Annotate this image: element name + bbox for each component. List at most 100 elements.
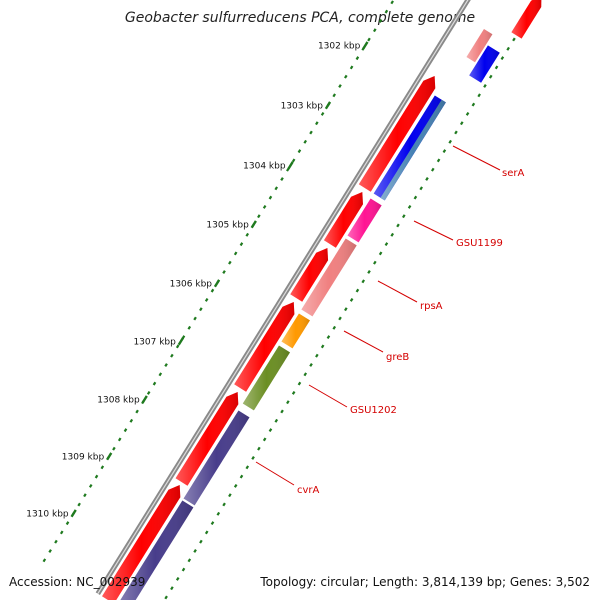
- inner-ring-dot: [228, 493, 232, 498]
- inner-ring-dot: [170, 586, 174, 591]
- greB-block-shade: [281, 313, 310, 349]
- cds-forward-3-shade: [234, 302, 295, 392]
- inner-ring-dot: [512, 37, 516, 42]
- cds-forward-6-shade: [358, 76, 436, 192]
- inner-ring-dot: [483, 84, 487, 88]
- inner-ring-dot: [355, 288, 360, 293]
- kbp-tick-mark: [287, 161, 294, 170]
- cds-forward-2-shade: [175, 392, 239, 486]
- kbp-tick-label: 1307 kbp: [133, 337, 176, 347]
- serA-block-shade: [373, 95, 446, 201]
- kbp-tick-label: 1310 kbp: [26, 509, 69, 519]
- inner-ring-dot: [349, 297, 354, 302]
- backbone-highlight: [97, 0, 469, 594]
- inner-ring-dot: [204, 530, 209, 535]
- kbp-tick-mark: [324, 101, 332, 110]
- inner-ring-dot: [309, 363, 313, 367]
- outer-ring-dot: [320, 111, 325, 116]
- inner-ring-dot: [407, 204, 412, 209]
- cvrA-block-shade: [120, 500, 194, 600]
- gene-label-rpsA: rpsA: [420, 301, 443, 312]
- outer-ring-dot: [175, 344, 180, 349]
- inner-ring-dot: [471, 102, 476, 107]
- cds-forward-top-shade: [511, 0, 542, 39]
- inner-ring-dot: [199, 539, 203, 544]
- inner-ring-dot: [193, 549, 197, 553]
- inner-ring-dot: [280, 409, 284, 414]
- outer-ring-dot: [315, 121, 319, 126]
- inner-ring-dot: [251, 456, 255, 460]
- gene-leader-line: [413, 220, 454, 241]
- cds-forward-5-shade: [323, 192, 363, 248]
- outer-ring-dot: [88, 483, 93, 488]
- inner-ring-dot: [297, 381, 302, 386]
- inner-ring-dot: [187, 558, 192, 563]
- cds-forward-4-shade: [290, 248, 329, 302]
- inner-ring-dot: [222, 502, 226, 507]
- inner-ring-dot: [361, 279, 366, 284]
- outer-ring-dot: [129, 418, 134, 423]
- outer-ring-dot: [83, 493, 87, 498]
- kbp-tick-mark: [250, 220, 257, 229]
- outer-ring-dot: [286, 167, 290, 172]
- inner-ring-dot: [378, 251, 383, 256]
- gene-leader-line: [452, 145, 501, 171]
- outer-ring-dot: [65, 521, 70, 526]
- GSU1202-block-shade: [242, 345, 291, 411]
- outer-ring-dot: [117, 437, 122, 442]
- outer-ring-dot: [303, 139, 307, 144]
- kbp-tick-mark: [177, 337, 184, 346]
- outer-ring-dot: [42, 558, 47, 563]
- inner-ring-dot: [494, 65, 499, 70]
- top-blue-block-shade: [469, 45, 500, 83]
- outer-ring-dot: [199, 307, 203, 312]
- outer-ring-dot: [123, 428, 128, 433]
- outer-ring-dot: [332, 93, 336, 98]
- kbp-tick-label: 1302 kbp: [318, 41, 361, 51]
- inner-ring-dot: [396, 223, 400, 228]
- outer-ring-dot: [158, 372, 163, 377]
- kbp-tick-label: 1305 kbp: [206, 220, 249, 230]
- outer-dotted-ring: [42, 0, 394, 563]
- outer-ring-dot: [59, 530, 64, 535]
- inner-ring-dot: [210, 521, 215, 526]
- gene-labels: serA GSU1199 rpsA greB GSU1202 cvrA: [255, 145, 524, 496]
- inner-ring-dot: [175, 576, 180, 581]
- inner-ring-dot: [286, 400, 290, 405]
- kbp-tick-label: 1306 kbp: [170, 279, 213, 289]
- outer-ring-dot: [48, 549, 52, 553]
- outer-ring-dot: [390, 0, 394, 5]
- inner-ring-dot: [315, 353, 319, 358]
- inner-ring-dot: [459, 121, 464, 126]
- outer-ring-dot: [384, 9, 389, 14]
- inner-ring-dot: [506, 46, 510, 51]
- inner-ring-dot: [216, 511, 221, 516]
- outer-ring-dot: [228, 260, 232, 265]
- kbp-tick-label: 1304 kbp: [243, 161, 286, 171]
- inner-dotted-ring: [164, 28, 522, 600]
- outer-ring-dot: [291, 158, 296, 163]
- gene-leader-line: [308, 384, 348, 408]
- inner-ring-dot: [488, 74, 493, 79]
- inner-ring-dot: [344, 307, 348, 312]
- outer-ring-dot: [297, 149, 302, 154]
- inner-ring-dot: [477, 93, 481, 98]
- outer-ring-dot: [94, 474, 99, 479]
- outer-ring-dot: [204, 297, 209, 302]
- inner-ring-dot: [373, 260, 377, 265]
- inner-ring-dot: [320, 344, 325, 349]
- inner-ring-dot: [425, 177, 429, 181]
- map-title: Geobacter sulfurreducens PCA, complete g…: [124, 10, 476, 26]
- inner-ring-dot: [164, 595, 168, 600]
- cds-forward-1-shade: [102, 485, 181, 600]
- inner-ring-dot: [419, 186, 423, 191]
- inner-ring-dot: [332, 325, 337, 330]
- inner-ring-dot: [431, 167, 435, 172]
- GSU1199-block-shade: [347, 198, 382, 243]
- outer-ring-dot: [239, 242, 244, 247]
- gene-label-serA: serA: [502, 168, 524, 179]
- kbp-ticks: 1302 kbp 1303 kbp 1304 kbp 1305 kbp 1306 kbp…: [26, 41, 369, 519]
- outer-ring-dot: [344, 74, 348, 79]
- outer-ring-dot: [274, 186, 279, 191]
